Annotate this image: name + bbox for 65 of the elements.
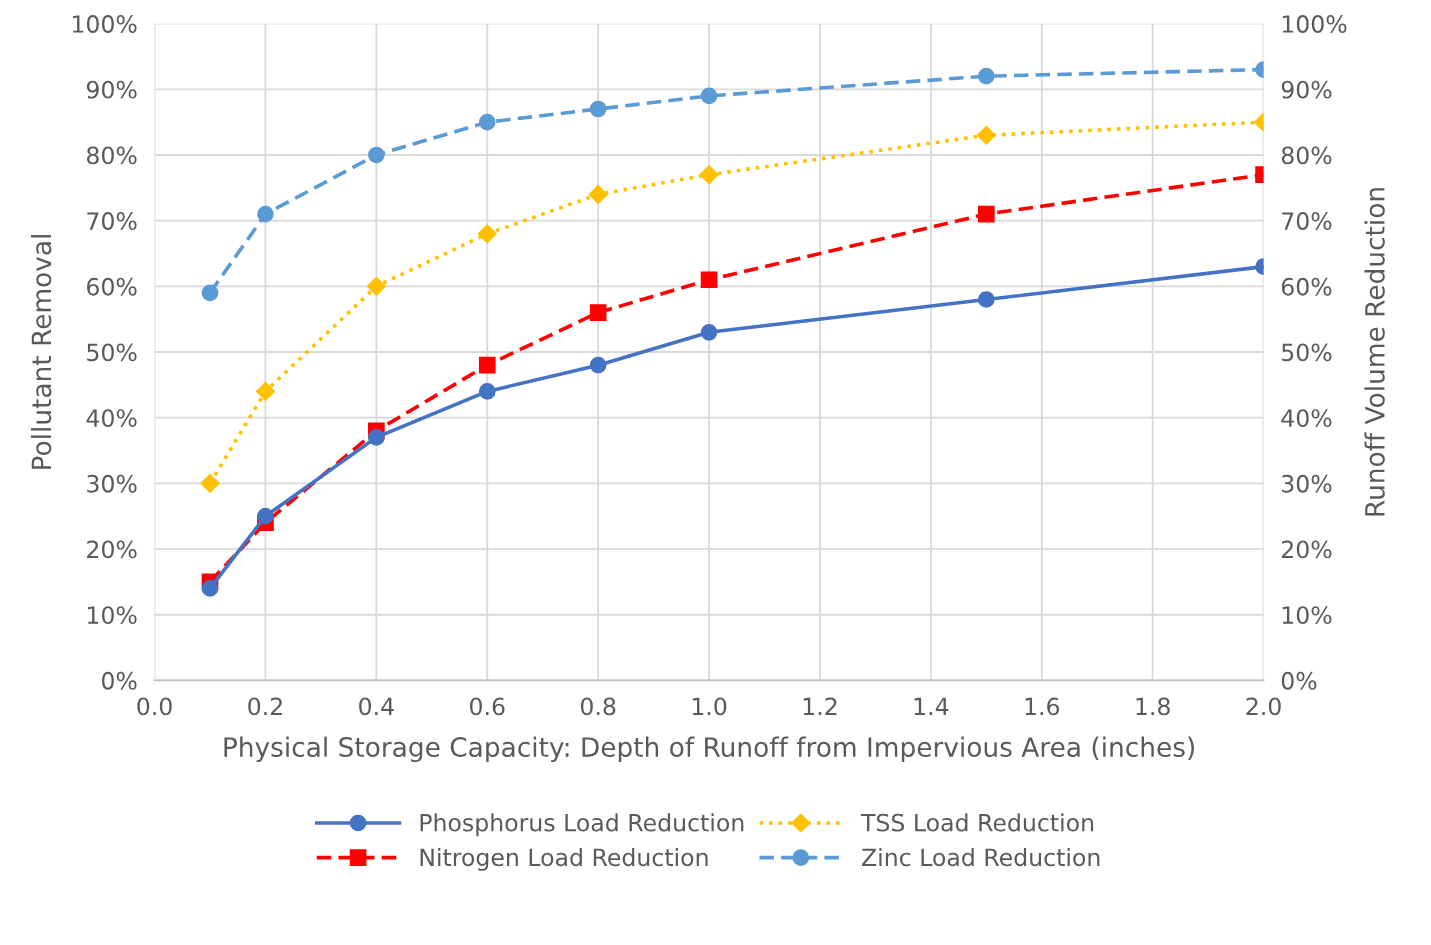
y-tick-label: 40% bbox=[86, 409, 137, 427]
point bbox=[588, 184, 608, 204]
point bbox=[478, 383, 496, 400]
point bbox=[368, 429, 385, 446]
point bbox=[977, 205, 995, 223]
y-tick-label: 100% bbox=[72, 15, 137, 33]
point bbox=[976, 125, 996, 145]
y2-tick-label: 80% bbox=[1281, 146, 1332, 165]
point bbox=[478, 113, 496, 131]
y-tick-label: 70% bbox=[87, 212, 137, 230]
point bbox=[700, 87, 718, 105]
x-tick-label: 1.6 bbox=[1025, 697, 1060, 716]
legend-label: TSS Load Reduction bbox=[860, 813, 1094, 832]
x-tick-label: 1.0 bbox=[692, 697, 727, 716]
x-tick-label: 2.0 bbox=[1246, 697, 1281, 716]
point bbox=[257, 205, 274, 223]
legend-label: Phosphorus Load Reduction bbox=[420, 813, 744, 837]
point bbox=[201, 580, 219, 597]
x-tick-label: 0.6 bbox=[470, 697, 505, 716]
point bbox=[478, 356, 496, 374]
x-tick-label: 0.8 bbox=[580, 697, 616, 716]
y-tick-label: 90% bbox=[86, 80, 137, 99]
point bbox=[977, 291, 995, 308]
y-tick-label: 20% bbox=[87, 540, 137, 559]
x-tick-label: 0.4 bbox=[359, 697, 394, 716]
x-axis-title: Physical Storage Capacity: Depth of Runoff from Impervious Area (inches) bbox=[224, 736, 1194, 763]
y2-tick-label: 60% bbox=[1281, 277, 1332, 296]
y2-tick-label: 10% bbox=[1282, 606, 1332, 625]
point bbox=[977, 67, 995, 85]
x-tick-label: 1.4 bbox=[914, 697, 949, 716]
y2-tick-label: 70% bbox=[1282, 212, 1332, 230]
point bbox=[589, 356, 607, 374]
y2-tick-label: 20% bbox=[1281, 540, 1332, 559]
y-axis-title: Pollutant Removal bbox=[30, 235, 52, 469]
point bbox=[366, 276, 386, 296]
point bbox=[699, 165, 719, 185]
point bbox=[700, 323, 718, 341]
x-tick-label: 1.8 bbox=[1136, 697, 1170, 716]
y-tick-label: 80% bbox=[87, 146, 137, 165]
y2-tick-label: 50% bbox=[1282, 343, 1332, 362]
y-tick-label: 30% bbox=[87, 474, 137, 493]
legend-label: Zinc Load Reduction bbox=[862, 847, 1100, 867]
point bbox=[477, 224, 497, 244]
point bbox=[201, 284, 219, 302]
y-tick-label: 10% bbox=[88, 606, 137, 625]
point bbox=[589, 304, 607, 321]
x-tick-label: 0.0 bbox=[137, 697, 172, 716]
point bbox=[200, 473, 220, 493]
point bbox=[255, 381, 275, 401]
y2-tick-label: 30% bbox=[1282, 474, 1332, 493]
legend-label: Nitrogen Load Reduction bbox=[420, 847, 708, 871]
point bbox=[368, 146, 385, 164]
y2-axis-title: Runoff Volume Reduction bbox=[1364, 188, 1385, 516]
y2-tick-label: 90% bbox=[1281, 80, 1332, 99]
x-tick-label: 1.2 bbox=[803, 697, 837, 716]
point bbox=[700, 271, 718, 289]
y2-tick-label: 40% bbox=[1281, 409, 1332, 427]
y-tick-label: 0% bbox=[101, 671, 137, 690]
point bbox=[589, 100, 607, 118]
point bbox=[257, 507, 274, 525]
y2-tick-label: 100% bbox=[1282, 15, 1347, 33]
x-tick-label: 0.2 bbox=[248, 697, 282, 716]
y2-tick-label: 0% bbox=[1281, 671, 1317, 690]
y-tick-label: 60% bbox=[87, 277, 137, 296]
y-tick-label: 50% bbox=[87, 343, 137, 362]
